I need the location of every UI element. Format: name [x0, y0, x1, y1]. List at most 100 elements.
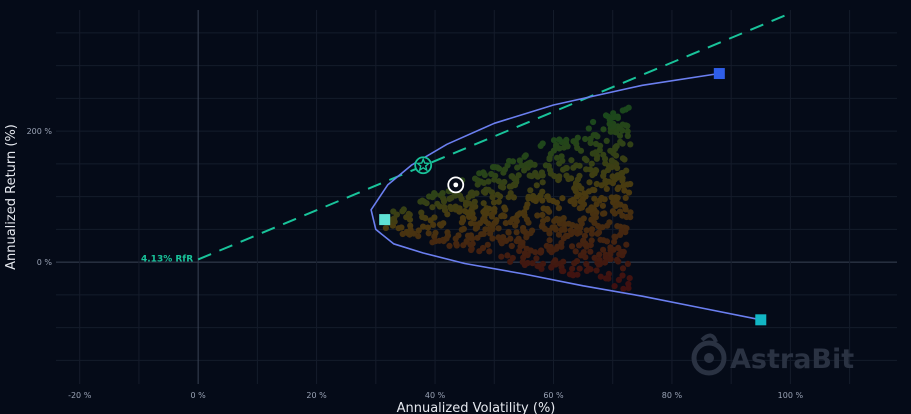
- portfolio-point: [627, 180, 634, 188]
- portfolio-point: [470, 215, 477, 222]
- portfolio-point: [485, 178, 492, 185]
- portfolio-point: [434, 200, 441, 207]
- portfolio-point: [507, 235, 514, 242]
- portfolio-point: [546, 230, 553, 237]
- portfolio-point: [500, 234, 507, 241]
- watermark: AstraBit: [691, 333, 854, 376]
- portfolio-point: [526, 172, 533, 179]
- portfolio-point: [520, 227, 527, 234]
- portfolio-point: [498, 253, 505, 260]
- simulated-portfolios: [382, 104, 634, 292]
- portfolio-point: [600, 237, 607, 244]
- portfolio-point: [613, 256, 621, 263]
- portfolio-point: [438, 222, 445, 229]
- portfolio-point: [572, 248, 579, 255]
- tick-labels: -20 % 0 % 20 % 40 % 60 % 80 % 100 % 0 % 200 %: [27, 127, 804, 400]
- portfolio-point: [542, 162, 550, 169]
- portfolio-point: [515, 235, 522, 242]
- portfolio-point: [619, 272, 626, 279]
- portfolio-point: [488, 213, 495, 220]
- portfolio-point: [415, 227, 422, 234]
- portfolio-point: [495, 178, 502, 185]
- portfolio-point: [420, 223, 427, 230]
- capital-market-line: [197, 12, 791, 261]
- portfolio-point: [431, 190, 438, 197]
- portfolio-point: [611, 238, 618, 245]
- portfolio-point: [458, 219, 465, 226]
- portfolio-point: [539, 179, 546, 186]
- portfolio-point: [596, 197, 603, 204]
- portfolio-point: [623, 241, 630, 248]
- portfolio-point: [551, 173, 558, 180]
- portfolio-point: [521, 153, 528, 160]
- portfolio-point: [626, 275, 633, 282]
- portfolio-point: [574, 144, 581, 152]
- portfolio-point: [580, 215, 587, 222]
- portfolio-point: [484, 241, 491, 248]
- portfolio-point: [527, 187, 534, 194]
- portfolio-point: [553, 199, 561, 206]
- y-tick-label: 200 %: [27, 127, 53, 136]
- portfolio-point: [608, 164, 615, 171]
- portfolio-point: [539, 222, 546, 229]
- portfolio-point: [501, 178, 508, 186]
- min-volatility-marker: [379, 214, 391, 226]
- portfolio-point: [616, 124, 623, 132]
- asset-marker: [713, 68, 725, 80]
- portfolio-point: [533, 182, 540, 189]
- portfolio-point: [620, 285, 627, 292]
- portfolio-point: [452, 235, 459, 242]
- portfolio-point: [622, 194, 629, 201]
- portfolio-point: [573, 258, 581, 265]
- portfolio-point: [431, 214, 438, 221]
- portfolio-point: [619, 175, 626, 182]
- portfolio-point: [576, 205, 583, 212]
- portfolio-point: [393, 211, 400, 218]
- portfolio-point: [555, 205, 563, 212]
- portfolio-point: [591, 187, 598, 194]
- portfolio-point: [532, 197, 539, 205]
- portfolio-point: [599, 210, 607, 217]
- portfolio-point: [495, 165, 503, 172]
- portfolio-point: [482, 218, 489, 225]
- portfolio-point: [505, 194, 512, 201]
- portfolio-point: [546, 156, 553, 163]
- portfolio-point: [589, 171, 596, 179]
- portfolio-point: [601, 259, 609, 266]
- portfolio-point: [458, 195, 465, 202]
- portfolio-point: [539, 211, 546, 219]
- portfolio-point: [620, 182, 627, 189]
- y-axis-title: Annualized Return (%): [4, 124, 19, 270]
- portfolio-point: [614, 185, 621, 193]
- portfolio-point: [506, 183, 513, 190]
- portfolio-point: [492, 172, 499, 179]
- portfolio-point: [472, 225, 479, 232]
- portfolio-point: [575, 182, 582, 189]
- portfolio-point: [513, 218, 520, 225]
- portfolio-point: [502, 220, 509, 227]
- portfolio-point: [577, 198, 584, 205]
- portfolio-point: [425, 230, 432, 237]
- portfolio-point: [537, 249, 544, 256]
- portfolio-point: [581, 232, 589, 239]
- portfolio-point: [409, 230, 416, 237]
- portfolio-point: [395, 225, 402, 232]
- portfolio-point: [483, 186, 490, 193]
- portfolio-point: [593, 155, 601, 162]
- portfolio-point: [463, 200, 471, 207]
- portfolio-point: [580, 249, 587, 256]
- portfolio-markers: [379, 68, 767, 326]
- portfolio-point: [514, 211, 521, 218]
- portfolio-point: [576, 265, 583, 272]
- x-tick-label: 0 %: [191, 391, 207, 400]
- portfolio-point: [627, 214, 634, 221]
- portfolio-point: [399, 230, 406, 238]
- portfolio-point: [551, 224, 558, 231]
- portfolio-point: [489, 235, 496, 242]
- portfolio-point: [576, 242, 583, 249]
- portfolio-point: [603, 185, 610, 192]
- portfolio-point: [472, 203, 479, 210]
- portfolio-point: [612, 143, 620, 150]
- portfolio-point: [440, 198, 448, 205]
- portfolio-point: [534, 212, 541, 219]
